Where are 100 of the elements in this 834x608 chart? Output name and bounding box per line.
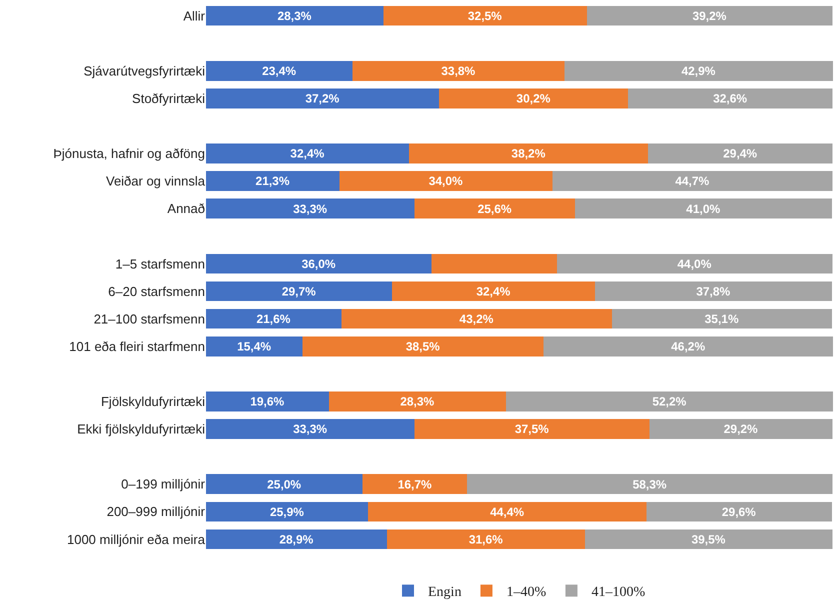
bar [556,254,832,274]
bar [387,529,585,550]
data-label: 23,4% [262,64,296,78]
bar [392,281,595,302]
y-tick-label: Annað [167,201,205,216]
legend-label: 41–100% [591,585,646,600]
data-label: 28,3% [400,394,435,409]
bar [564,60,833,81]
y-tick-label: 6–20 starfsmenn [108,284,205,299]
bar [628,88,832,108]
data-label: 33,8% [441,64,476,78]
data-label: 25,0% [267,477,302,492]
bar [467,474,832,494]
data-label: 29,6% [722,504,756,519]
y-tick-label: Allir [183,8,206,24]
data-label: 25,9% [270,504,304,519]
y-tick-label: Ekki fjölskyldufyrirtæki [77,422,206,437]
bar [362,474,468,494]
bar [206,419,415,439]
data-label: 19,6% [250,394,285,409]
data-label: 36,0% [302,256,336,271]
data-label: 33,3% [293,202,328,216]
y-tick-label: Fjölskyldufyrirtæki [100,394,206,410]
data-label: 46,2% [671,340,706,354]
data-label: 44,4% [490,504,524,519]
y-tick-label: 0–199 milljónir [121,476,206,492]
data-label: 32,5% [468,8,502,23]
data-label: 16,7% [398,477,432,492]
bar [649,419,832,439]
bar [431,254,557,274]
bar [646,502,832,522]
bar [408,144,648,164]
data-label: 25,6% [478,202,512,216]
data-label: 15,4% [237,340,272,354]
data-label: 34,0% [428,174,464,188]
data-label: 44,0% [677,256,712,271]
data-label: 29,7% [282,284,316,298]
bar [206,88,440,108]
data-label: 52,2% [652,394,687,409]
bar [506,392,833,412]
bar [206,144,409,164]
data-label: 32,4% [290,146,325,161]
bar [206,529,388,550]
bar [586,6,832,26]
bar [328,392,506,412]
y-tick-label: 200–999 milljónir [106,504,206,520]
bar [302,336,544,356]
bar [206,254,432,274]
bar [584,529,832,550]
bar [206,171,340,191]
y-tick-label: Veiðar og vinnsla [106,174,206,189]
bar [206,60,353,81]
data-label: 39,5% [692,532,726,546]
bar [544,336,833,356]
bar [352,60,564,81]
bar [206,336,302,356]
y-tick-label: Þjónusta, hafnir og aðföng [53,146,205,162]
bar [594,281,832,302]
bar [206,474,363,494]
data-label: 30,2% [516,92,551,106]
data-label: 28,9% [279,532,314,546]
data-label: 39,2% [692,8,727,23]
bar [339,171,552,191]
data-label: 32,4% [476,284,511,298]
data-label: 32,6% [713,92,748,106]
legend-label: 1–40% [506,585,546,600]
y-tick-label: 101 eða fleiri starfmenn [69,338,205,354]
data-label: 21,3% [256,174,290,188]
data-label: 33,3% [293,422,328,436]
bar [206,392,329,412]
data-label: 43,2% [459,312,494,326]
data-label: 44,7% [675,174,710,188]
data-label: 29,4% [723,146,758,161]
y-tick-label: 1000 milljónir eða meira [66,532,206,547]
bar [414,198,575,219]
bar [612,308,832,329]
bar [574,198,832,219]
data-label: 42,9% [681,64,716,78]
bar [206,308,342,329]
bar [341,308,612,329]
bar [414,419,650,439]
y-tick-label: Stoðfyrirtæki [132,90,206,106]
data-label: 38,2% [511,146,546,161]
bar [383,6,587,26]
bar [439,88,628,108]
data-label: 35,1% [704,312,739,326]
data-label: 37,5% [514,422,550,436]
y-tick-label: 1–5 starfsmenn [115,256,205,272]
bar [368,502,646,522]
data-label: 29,2% [724,422,758,436]
data-label: 31,6% [468,532,504,546]
data-label: 28,3% [277,8,312,23]
data-label: 38,5% [406,340,440,354]
data-label: 37,8% [696,284,730,298]
bar [206,198,415,219]
data-label: 41,0% [686,202,720,216]
bar [552,171,832,191]
y-tick-label: Sjávarútvegsfyrirtæki [84,63,206,78]
data-label: 37,2% [305,92,340,106]
y-tick-label: 21–100 starfsmenn [94,311,205,326]
